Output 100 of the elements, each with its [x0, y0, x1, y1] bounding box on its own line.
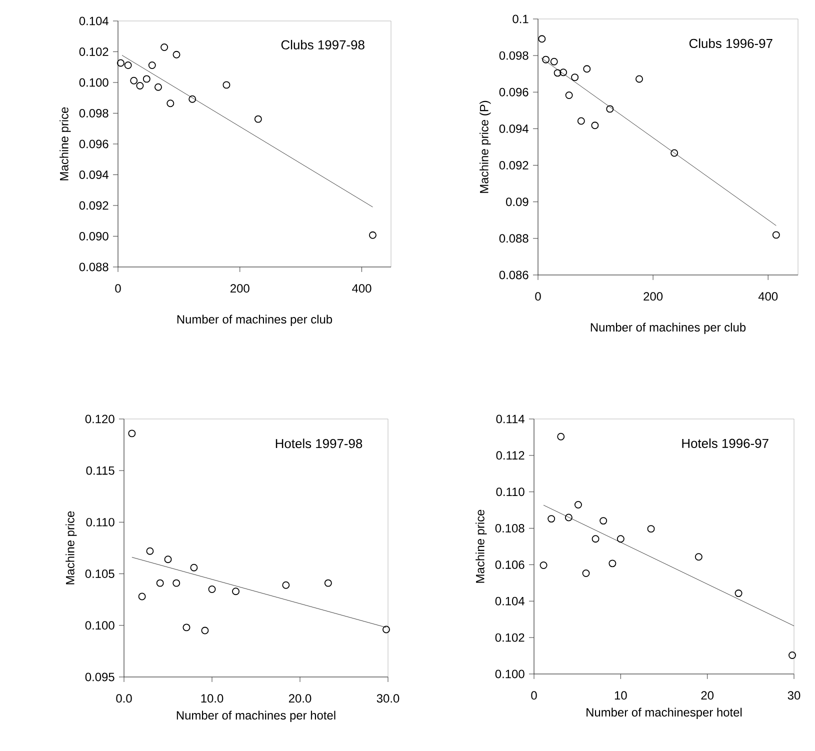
y-tick-label: 0.108: [495, 524, 524, 532]
y-tick-label: 0.098: [499, 51, 528, 60]
x-tick-label: 0: [535, 292, 541, 301]
x-tick-label: 10.0: [201, 694, 224, 703]
point: [188, 95, 196, 103]
point: [172, 50, 180, 58]
y-tick-label: 0.094: [499, 124, 528, 133]
point: [166, 100, 174, 108]
y-tick-label: 0.112: [496, 451, 524, 460]
point: [574, 501, 582, 509]
point: [564, 514, 572, 522]
point: [670, 149, 678, 157]
point: [190, 564, 198, 572]
point: [136, 82, 144, 90]
x-axis-title: Number of machinesper hotel: [586, 708, 742, 719]
point: [232, 588, 240, 596]
point: [154, 83, 162, 91]
y-tick-label: 0.100: [85, 621, 114, 630]
y-tick-label: 0.100: [495, 670, 524, 678]
point: [772, 231, 780, 239]
point: [591, 122, 599, 130]
point: [124, 62, 132, 69]
x-tick-label: 10: [614, 691, 627, 700]
text: Clubs 1997-98: [281, 40, 364, 50]
point: [616, 535, 624, 543]
y-tick-label: 0.088: [79, 262, 108, 272]
y-tick-label: 0.115: [86, 466, 114, 475]
y-axis-title: Machine price (P): [480, 100, 491, 193]
x-tick-label: 0: [115, 284, 121, 293]
point: [164, 556, 172, 564]
y-tick-label: 0.102: [79, 48, 108, 56]
y-tick-label: 0.100: [79, 78, 108, 87]
point: [254, 115, 262, 123]
point: [592, 535, 600, 543]
y-tick-label: 0.104: [495, 596, 524, 606]
point: [116, 59, 124, 67]
y-tick-label: 0.096: [499, 88, 528, 96]
point: [557, 432, 565, 440]
point: [600, 517, 608, 525]
x-tick-label: 20: [701, 691, 714, 700]
y-tick-label: 0.09: [506, 198, 528, 206]
point: [538, 35, 546, 43]
point: [550, 58, 558, 66]
point: [636, 75, 643, 83]
point: [548, 515, 556, 523]
point: [608, 560, 616, 568]
point: [142, 75, 150, 83]
point: [788, 651, 796, 659]
point: [201, 626, 209, 634]
x-tick-label: 0.0: [116, 694, 132, 703]
y-tick-label: 0.088: [499, 234, 528, 243]
y-tick-label: 0.094: [79, 170, 108, 179]
point: [148, 62, 156, 69]
point: [571, 74, 579, 82]
point: [560, 68, 568, 76]
y-tick-label: 0.110: [86, 518, 114, 526]
y-tick-label: 0.106: [495, 560, 524, 569]
point: [146, 547, 154, 555]
point: [542, 56, 550, 64]
point: [540, 562, 548, 569]
y-tick-label: 0.092: [79, 201, 108, 210]
point: [382, 626, 390, 634]
x-tick-label: 30: [788, 691, 800, 700]
text: Hotels 1996-97: [682, 438, 768, 448]
point: [172, 579, 180, 587]
point: [160, 44, 168, 52]
x-axis-title: Number of machines per hotel: [176, 710, 336, 722]
point: [606, 105, 614, 113]
x-tick-label: 0: [531, 691, 537, 700]
point: [282, 581, 290, 589]
point: [565, 92, 573, 99]
x-tick-label: 400: [758, 292, 778, 301]
y-tick-label: 0.095: [85, 672, 114, 682]
x-tick-label: 30.0: [376, 694, 400, 703]
y-axis-title: Machine price: [66, 511, 77, 584]
point: [324, 579, 332, 587]
point: [130, 76, 138, 84]
y-tick-label: 0.1: [512, 14, 528, 24]
y-tick-label: 0.120: [85, 414, 114, 424]
y-tick-label: 0.096: [79, 140, 108, 148]
y-tick-label: 0.098: [79, 109, 108, 118]
x-axis-title: Number of machines per club: [177, 314, 332, 326]
point: [577, 117, 585, 125]
point: [182, 624, 190, 632]
x-tick-label: 200: [644, 292, 663, 301]
y-axis-title: Machine price: [60, 107, 71, 180]
point: [582, 570, 590, 577]
y-tick-label: 0.086: [499, 270, 528, 280]
point: [138, 592, 146, 600]
y-tick-label: 0.110: [496, 488, 524, 496]
point: [368, 231, 376, 239]
point: [734, 590, 742, 598]
point: [554, 69, 562, 77]
y-tick-label: 0.114: [496, 414, 524, 424]
text: Clubs 1996-97: [689, 38, 772, 48]
point: [222, 81, 230, 89]
point: [208, 586, 216, 594]
y-axis-title: Machine price: [476, 510, 487, 583]
point: [694, 553, 702, 561]
point: [156, 579, 164, 587]
